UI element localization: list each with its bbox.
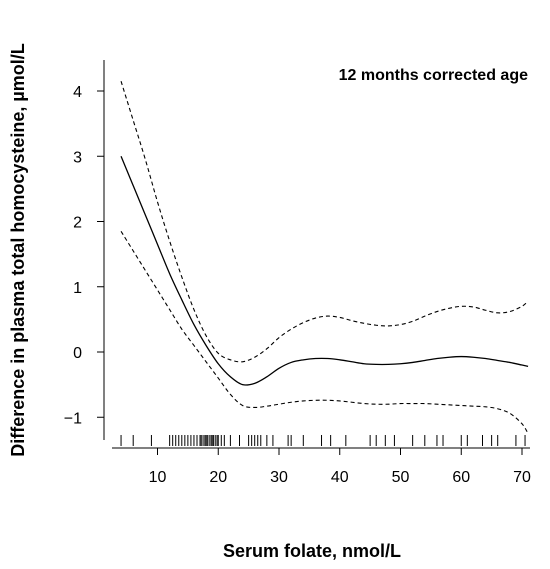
x-tick-label: 40 [331,469,349,486]
x-tick-label: 50 [392,469,410,486]
y-axis-title: Difference in plasma total homocysteine,… [8,43,28,456]
x-tick-label: 30 [270,469,288,486]
x-tick-label: 20 [209,469,227,486]
x-axis-title: Serum folate, nmol/L [223,541,401,561]
curves [120,81,529,434]
x-tick-label: 60 [452,469,470,486]
rug [120,435,526,446]
x-tick-label: 70 [513,469,531,486]
x-tick-label: 10 [149,469,167,486]
y-tick-label: 4 [73,84,82,101]
annotation: 12 months corrected age [339,67,529,84]
axes [103,60,530,449]
y-tick-label: 1 [73,280,82,297]
y-tick-label: −1 [64,410,82,427]
y-tick-label: 0 [73,345,82,362]
estimate-line [120,156,529,386]
y-tick-label: 3 [73,149,82,166]
upper-ci-line [120,81,529,363]
lower-ci-line [120,231,529,434]
y-tick-label: 2 [73,215,82,232]
ticks: 10 20 30 40 50 60 70 −1 0 1 2 3 4 [64,84,531,486]
